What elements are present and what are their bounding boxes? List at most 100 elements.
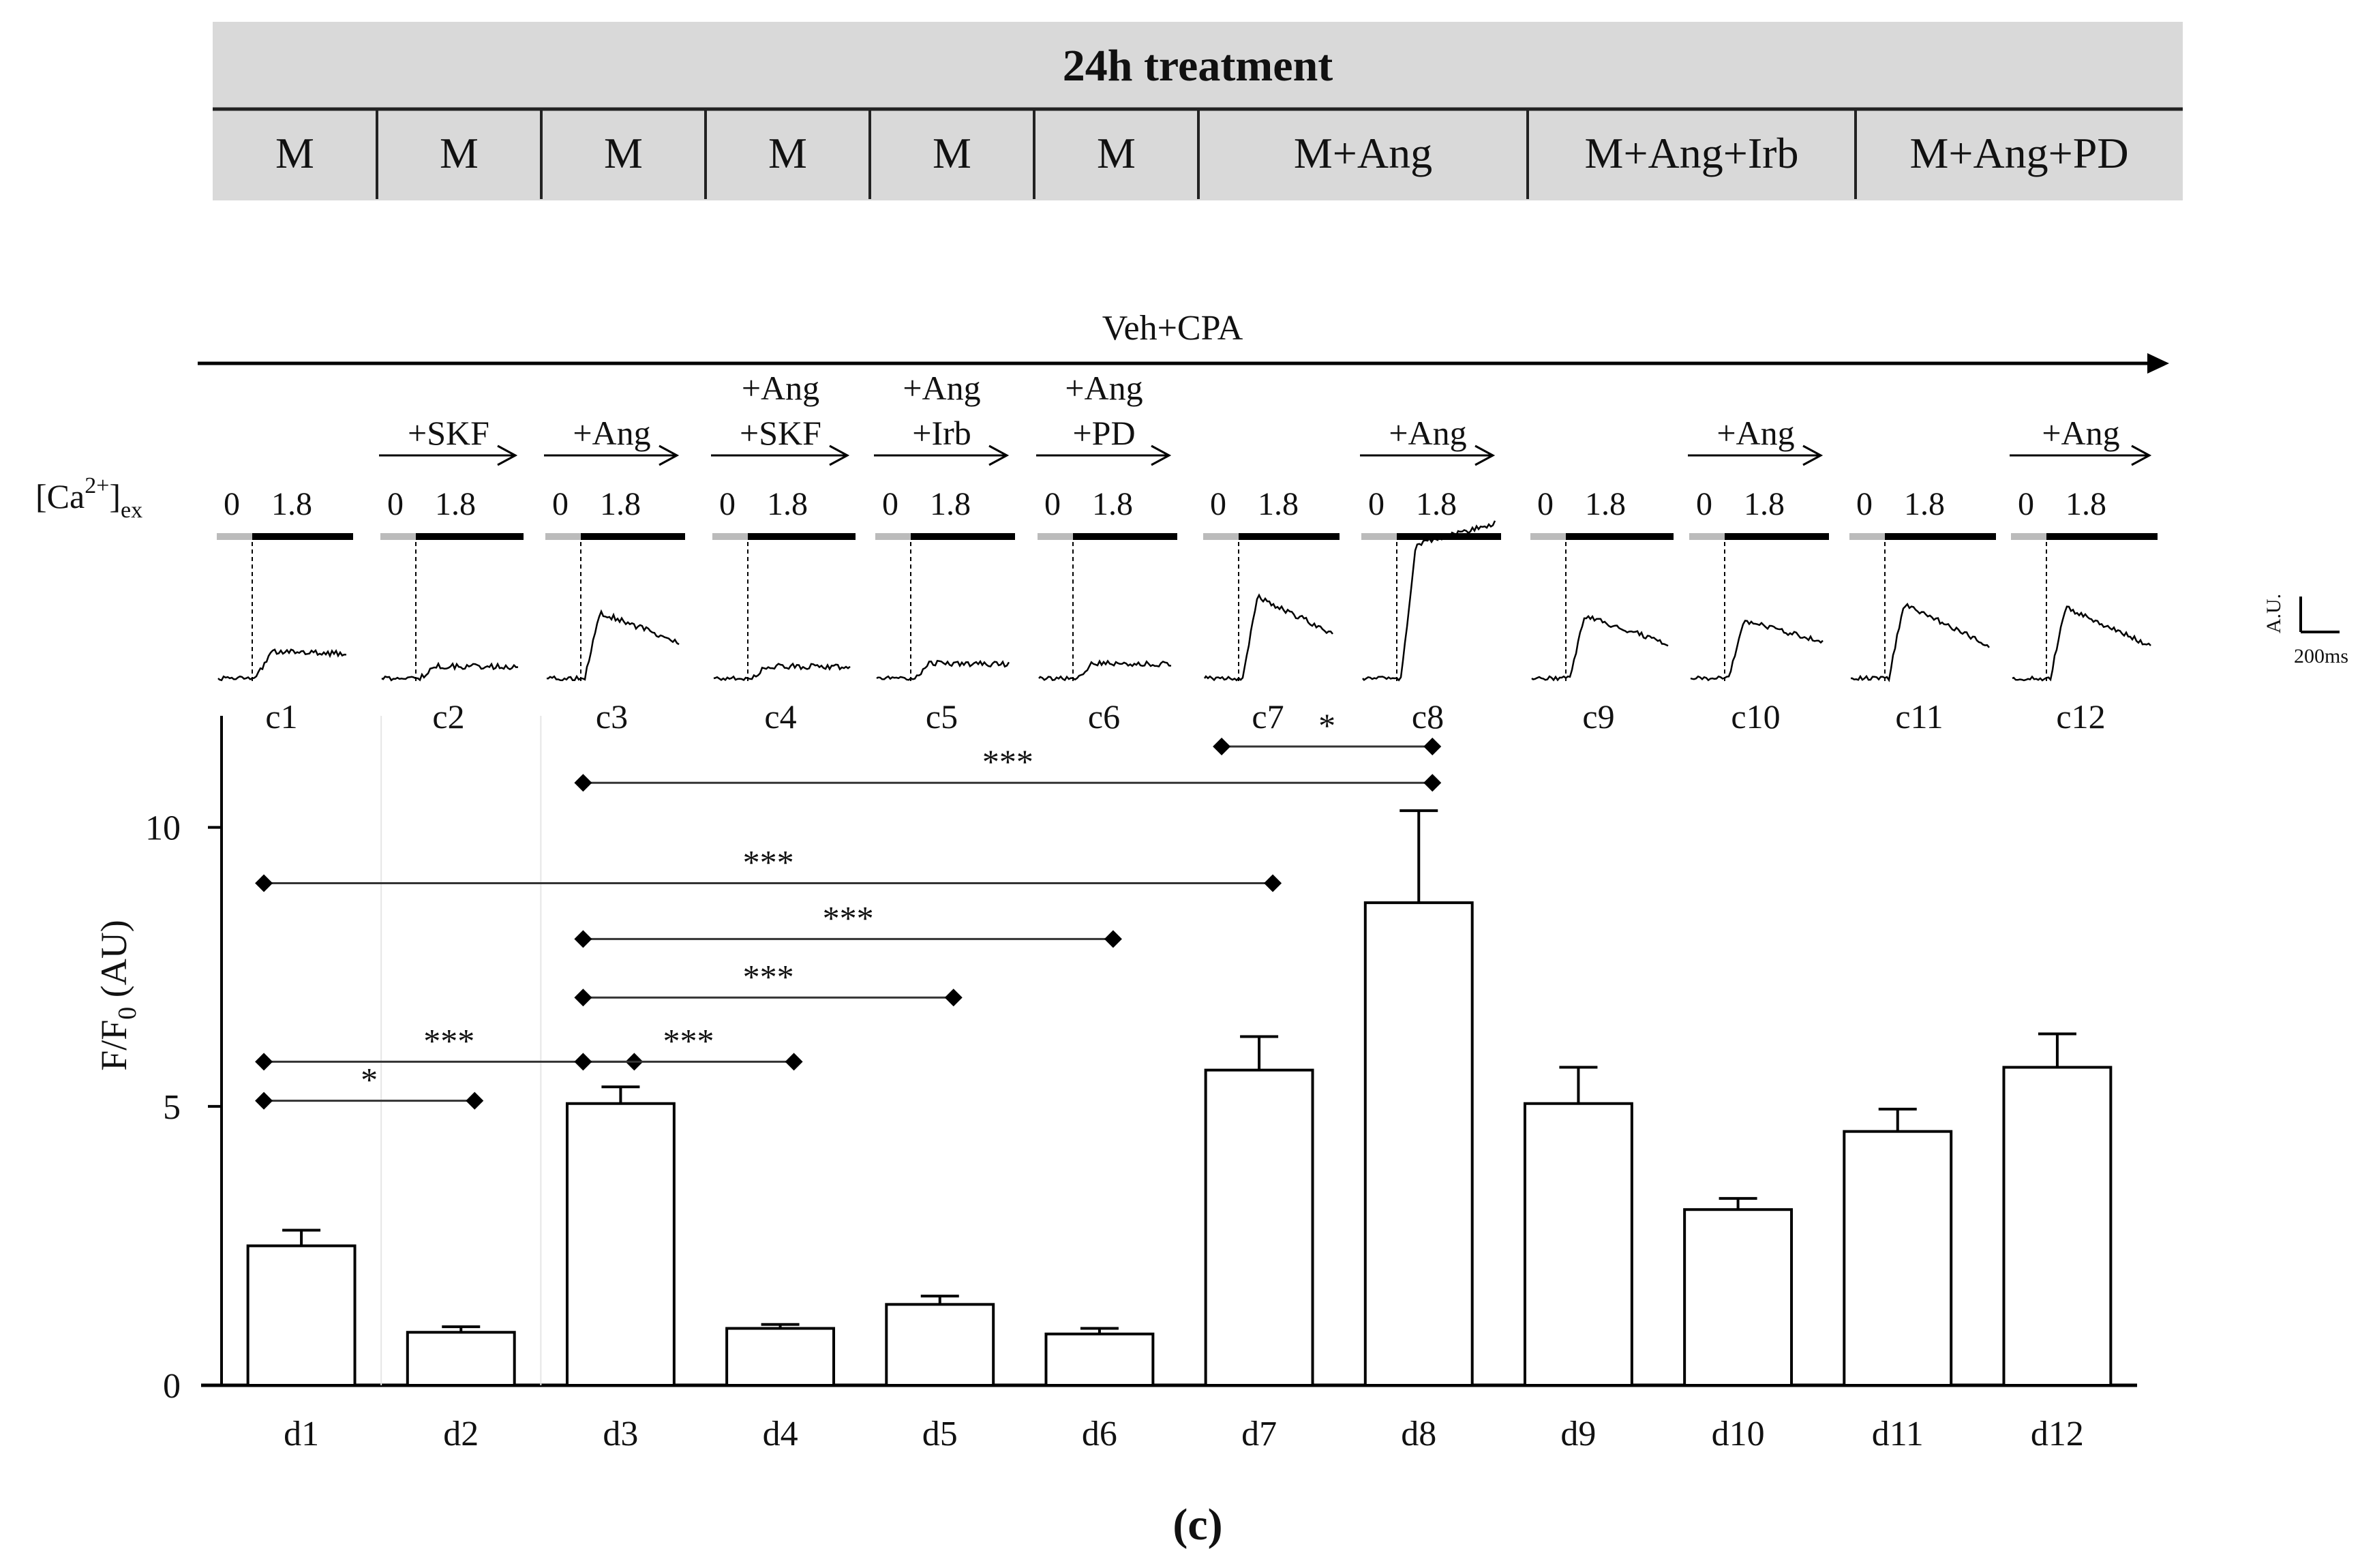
significance-label: *** xyxy=(743,957,794,995)
protocol-panel-9: 0 1.8 c9 xyxy=(1530,486,1674,736)
conc-low-label: 0 xyxy=(224,486,240,522)
protocol-panel-3: 0 1.8 c3 +Ang xyxy=(544,414,685,736)
addition-arrowhead xyxy=(1151,444,1172,466)
conc-high-label: 1.8 xyxy=(1744,486,1785,522)
significance-label: *** xyxy=(823,899,874,937)
significance-marker xyxy=(466,1091,484,1110)
trace-label-c3: c3 xyxy=(596,697,628,736)
addition-arrowhead xyxy=(829,444,850,466)
calcium-trace xyxy=(546,609,680,682)
trace-label-c2: c2 xyxy=(432,697,464,736)
veh-cpa-arrowhead xyxy=(2147,353,2169,374)
x-tick-label-d2: d2 xyxy=(443,1415,479,1453)
trace-label-c4: c4 xyxy=(764,697,796,736)
trace-label-c5: c5 xyxy=(926,697,958,736)
significance-marker xyxy=(785,1053,803,1071)
y-tick-label-5: 5 xyxy=(163,1088,181,1127)
table-cell-7: M+Ang xyxy=(1294,129,1432,177)
significance-marker xyxy=(255,1091,273,1110)
trace-label-c8: c8 xyxy=(1412,697,1444,736)
conc-high-label: 1.8 xyxy=(767,486,808,522)
veh-cpa-label: Veh+CPA xyxy=(1102,309,1243,348)
bar-d9 xyxy=(1523,1102,1633,1387)
trace-label-c6: c6 xyxy=(1088,697,1120,736)
table-cell-6: M xyxy=(1097,129,1136,177)
table-cell-1: M xyxy=(275,129,314,177)
calcium-trace xyxy=(713,662,851,682)
conc-low-label: 0 xyxy=(882,486,898,522)
conc-low-label: 0 xyxy=(1044,486,1061,522)
trace-label-c10: c10 xyxy=(1731,697,1780,736)
calcium-trace xyxy=(1362,520,1496,682)
conc-low-label: 0 xyxy=(1696,486,1712,522)
trace-label-c9: c9 xyxy=(1582,697,1614,736)
significance-marker xyxy=(1104,930,1122,948)
bar-d8 xyxy=(1363,901,1474,1387)
calcium-trace xyxy=(2012,605,2151,682)
bar-d11 xyxy=(1843,1130,1953,1387)
conc-low-label: 0 xyxy=(1210,486,1226,522)
significance-d1-d7: *** xyxy=(255,843,1282,892)
significance-d1-d3: *** xyxy=(255,1021,644,1071)
conc-high-label: 1.8 xyxy=(1585,486,1626,522)
significance-d7-d8: * xyxy=(1213,706,1442,756)
significance-marker xyxy=(944,989,963,1007)
addition-arrowhead xyxy=(1474,444,1496,466)
calcium-trace xyxy=(381,661,519,682)
calcium-trace xyxy=(1850,603,1990,682)
bar-d6 xyxy=(1044,1332,1155,1387)
table-title: 24h treatment xyxy=(1063,41,1333,91)
table-cells: M M M M M M M+Ang M+Ang+Irb M+Ang+PD xyxy=(275,109,2129,199)
bar-d2 xyxy=(406,1331,516,1387)
significance-label: *** xyxy=(423,1021,474,1059)
bar-d3 xyxy=(565,1102,676,1387)
protocol-panel-4: 0 1.8 c4 +Ang +SKF xyxy=(711,369,856,736)
addition-label: +Irb xyxy=(912,414,971,452)
table-cell-2: M xyxy=(440,129,479,177)
significance-d1-d2: * xyxy=(255,1061,484,1110)
significance-d3-d4: *** xyxy=(574,1021,803,1071)
conc-low-label: 0 xyxy=(1856,486,1873,522)
protocol-panel-7: 0 1.8 c7 xyxy=(1203,486,1340,736)
significance-marker xyxy=(1213,738,1231,756)
bar-chart: F/F0 (AU) 0 5 10 d1 d2 d3 d4 d5 d6 d7 d8 d9 d10 d11 d1… xyxy=(93,706,2137,1453)
x-tick-label-d7: d7 xyxy=(1241,1415,1277,1453)
scale-bar: A.U. 200ms xyxy=(2263,594,2348,667)
treatment-table: 24h treatment M M M M M M M+Ang M+Ang+Irb M+Ang+… xyxy=(213,22,2183,200)
conc-high-label: 1.8 xyxy=(1258,486,1299,522)
conc-high-label: 1.8 xyxy=(435,486,476,522)
conc-high-label: 1.8 xyxy=(600,486,641,522)
bar-d7 xyxy=(1204,1068,1314,1387)
significance-marker xyxy=(574,774,592,792)
significance-marker xyxy=(255,1053,273,1071)
conc-high-label: 1.8 xyxy=(930,486,971,522)
protocol-panel-11: 0 1.8 c11 xyxy=(1849,486,1996,736)
significance-d3-d6: *** xyxy=(574,899,1122,948)
conc-high-label: 1.8 xyxy=(1416,486,1457,522)
addition-arrowhead xyxy=(2131,444,2152,466)
x-tick-label-d8: d8 xyxy=(1401,1415,1436,1453)
table-cell-9: M+Ang+PD xyxy=(1909,129,2128,177)
significance-marker xyxy=(1264,874,1282,892)
significance-marker xyxy=(1423,774,1442,792)
trace-label-c7: c7 xyxy=(1252,697,1284,736)
protocol-panel-5: 0 1.8 c5 +Ang +Irb xyxy=(874,369,1015,736)
significance-d3-d8: *** xyxy=(574,742,1442,792)
significance-marker xyxy=(574,1053,592,1071)
protocol-panel-6: 0 1.8 c6 +Ang +PD xyxy=(1036,369,1177,736)
significance-marker xyxy=(574,989,592,1007)
significance-label: * xyxy=(361,1061,378,1099)
addition-label: +Ang xyxy=(1716,414,1794,452)
trace-label-c11: c11 xyxy=(1895,697,1943,736)
bar-d1 xyxy=(246,1244,357,1387)
conc-low-label: 0 xyxy=(1368,486,1385,522)
protocol-panel-1: 0 1.8 c1 xyxy=(217,486,353,736)
table-cell-4: M xyxy=(768,129,807,177)
significance-label: *** xyxy=(982,742,1033,781)
conc-low-label: 0 xyxy=(719,486,736,522)
trace-label-c1: c1 xyxy=(265,697,297,736)
addition-arrowhead xyxy=(659,444,680,466)
